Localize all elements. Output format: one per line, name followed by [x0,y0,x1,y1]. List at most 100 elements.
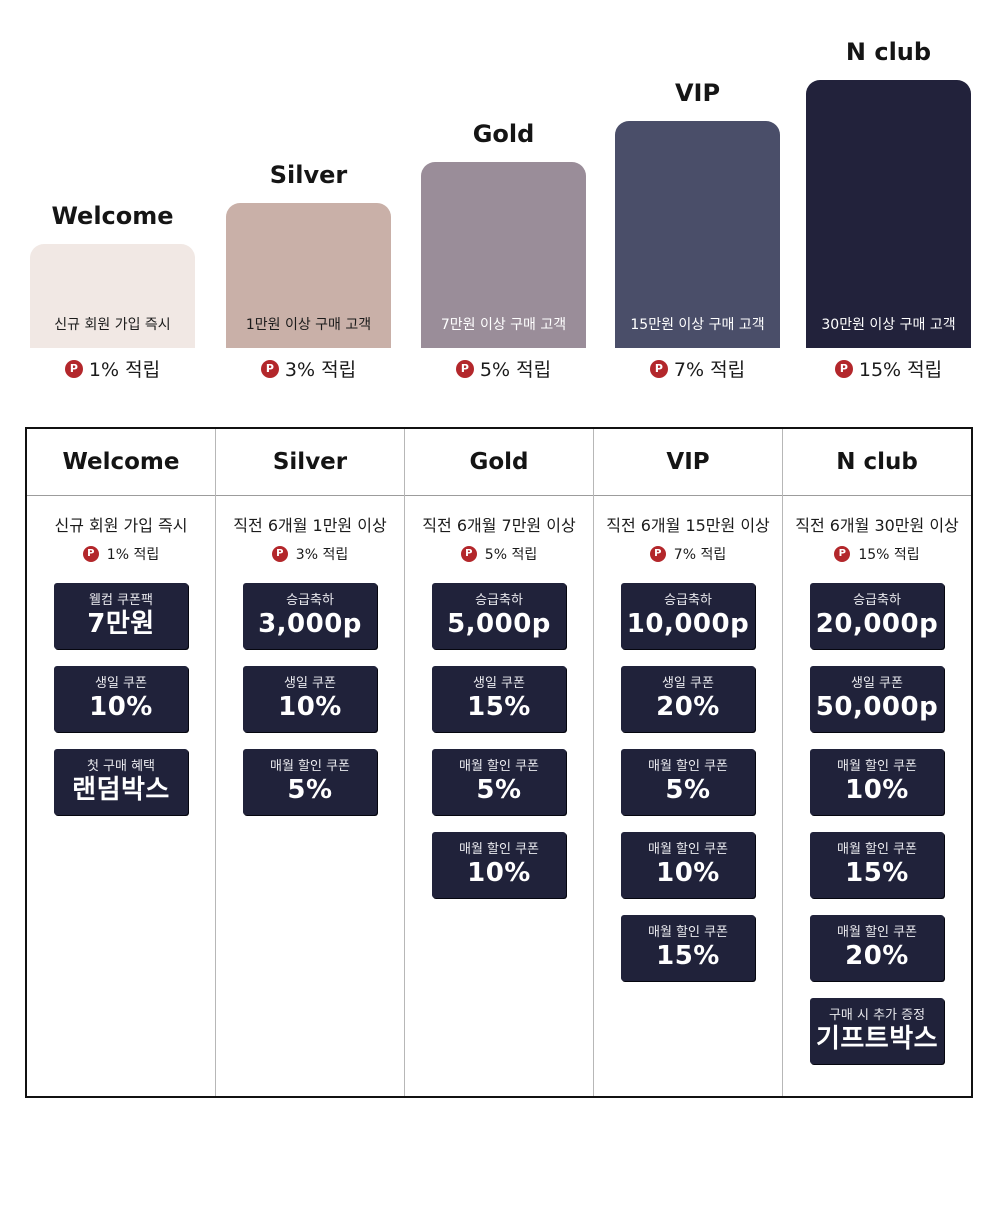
coupon-card: 승급축하 10,000p [621,583,755,649]
column-rate-text: 1% 적립 [106,547,160,563]
coupon-card: 생일 쿠폰 50,000p [810,666,944,732]
tier-rate: P 1% 적립 [30,355,195,382]
table-column-gold: Gold 직전 6개월 7만원 이상 P 5% 적립 승급축하 5,000p 생일… [405,429,594,1096]
tier-name: N club [845,38,932,66]
column-rate: P 7% 적립 [594,544,782,564]
tier-rate-text: 15% 적립 [858,359,943,381]
coupon-value: 10,000p [626,609,750,639]
point-icon: P [834,546,851,562]
coupon-label: 웰컴 쿠폰팩 [89,593,153,608]
coupon-card: 생일 쿠폰 20% [621,666,755,732]
coupon-value: 15% [467,692,531,722]
coupon-label: 생일 쿠폰 [95,676,147,691]
coupon-value: 10% [845,775,909,805]
coupon-label: 승급축하 [475,593,523,608]
coupon-value: 5% [476,775,522,805]
tier-bar: 30만원 이상 구매 고객 [806,80,971,348]
coupon-value: 15% [845,858,909,888]
column-rate: P 1% 적립 [27,544,215,564]
tier-rate-text: 1% 적립 [88,359,161,381]
coupon-label: 매월 할인 쿠폰 [836,925,918,940]
coupon-card: 매월 할인 쿠폰 5% [621,749,755,815]
tier-bar: 신규 회원 가입 즉시 [30,244,195,348]
tier-rate: P 15% 적립 [806,355,971,382]
column-rate: P 5% 적립 [405,544,593,564]
tier-requirement: 15만원 이상 구매 고객 [630,317,765,333]
point-icon: P [64,359,83,378]
point-icon: P [834,359,853,378]
coupon-label: 매월 할인 쿠폰 [647,925,729,940]
tier-requirement: 30만원 이상 구매 고객 [821,317,956,333]
coupon-value: 10% [278,692,342,722]
tier-rate-text: 5% 적립 [479,359,552,381]
coupon-label: 생일 쿠폰 [662,676,714,691]
tier-rate-text: 7% 적립 [673,359,746,381]
coupon-label: 매월 할인 쿠폰 [458,759,540,774]
column-header: Welcome [27,429,215,496]
column-condition: 직전 6개월 1만원 이상 [233,516,387,535]
tier-bar: 15만원 이상 구매 고객 [615,121,780,348]
coupon-value: 10% [656,858,720,888]
tier-requirement: 1만원 이상 구매 고객 [245,317,372,333]
coupon-label: 매월 할인 쿠폰 [836,759,918,774]
coupon-value: 20% [845,941,909,971]
column-rate-text: 7% 적립 [673,547,727,563]
coupon-list: 승급축하 20,000p 생일 쿠폰 50,000p 매월 할인 쿠폰 10% 매월 … [783,583,971,1064]
coupon-value: 3,000p [258,609,362,639]
column-header: N club [783,429,971,496]
coupon-card: 매월 할인 쿠폰 10% [432,832,566,898]
tier-welcome: Welcome 신규 회원 가입 즉시 P 1% 적립 [30,0,195,390]
tier-rate-text: 3% 적립 [284,359,357,381]
coupon-value: 랜덤박스 [72,775,170,805]
tier-name: VIP [674,79,721,107]
point-icon: P [455,359,474,378]
coupon-value: 7만원 [87,609,155,639]
coupon-label: 매월 할인 쿠폰 [836,842,918,857]
coupon-card: 매월 할인 쿠폰 15% [810,832,944,898]
coupon-card: 생일 쿠폰 15% [432,666,566,732]
column-condition: 직전 6개월 30만원 이상 [795,516,959,535]
tier-requirement: 7만원 이상 구매 고객 [440,317,567,333]
tier-rate: P 3% 적립 [226,355,391,382]
coupon-label: 매월 할인 쿠폰 [269,759,351,774]
coupon-card: 구매 시 추가 증정 기프트박스 [810,998,944,1064]
coupon-value: 20,000p [815,609,939,639]
coupon-card: 승급축하 3,000p [243,583,377,649]
coupon-value: 10% [467,858,531,888]
coupon-label: 생일 쿠폰 [473,676,525,691]
table-column-silver: Silver 직전 6개월 1만원 이상 P 3% 적립 승급축하 3,000p … [216,429,405,1096]
tier-vip: VIP 15만원 이상 구매 고객 P 7% 적립 [615,0,780,390]
coupon-card: 웰컴 쿠폰팩 7만원 [54,583,188,649]
column-header: Gold [405,429,593,496]
point-icon: P [260,359,279,378]
point-icon: P [649,359,668,378]
coupon-card: 승급축하 20,000p [810,583,944,649]
coupon-value: 5,000p [447,609,551,639]
coupon-card: 매월 할인 쿠폰 5% [432,749,566,815]
column-header: Silver [216,429,404,496]
column-condition: 직전 6개월 7만원 이상 [422,516,576,535]
tier-requirement: 신규 회원 가입 즉시 [54,317,171,333]
coupon-card: 승급축하 5,000p [432,583,566,649]
tier-silver: Silver 1만원 이상 구매 고객 P 3% 적립 [226,0,391,390]
column-rate-text: 3% 적립 [295,547,349,563]
column-condition: 직전 6개월 15만원 이상 [606,516,770,535]
coupon-label: 생일 쿠폰 [851,676,903,691]
table-column-nclub: N club 직전 6개월 30만원 이상 P 15% 적립 승급축하 20,00… [783,429,971,1096]
point-icon: P [460,546,477,562]
column-rate-text: 15% 적립 [858,547,920,563]
coupon-value: 50,000p [815,692,939,722]
point-icon: P [82,546,99,562]
tier-rate: P 5% 적립 [421,355,586,382]
tier-name: Welcome [51,202,174,230]
table-column-vip: VIP 직전 6개월 15만원 이상 P 7% 적립 승급축하 10,000p 생… [594,429,783,1096]
tier-nclub: N club 30만원 이상 구매 고객 P 15% 적립 [806,0,971,390]
coupon-value: 10% [89,692,153,722]
coupon-label: 매월 할인 쿠폰 [647,759,729,774]
coupon-label: 구매 시 추가 증정 [828,1008,926,1023]
coupon-label: 첫 구매 혜택 [86,759,156,774]
column-header: VIP [594,429,782,496]
coupon-list: 승급축하 3,000p 생일 쿠폰 10% 매월 할인 쿠폰 5% [216,583,404,815]
coupon-card: 매월 할인 쿠폰 15% [621,915,755,981]
coupon-label: 승급축하 [664,593,712,608]
